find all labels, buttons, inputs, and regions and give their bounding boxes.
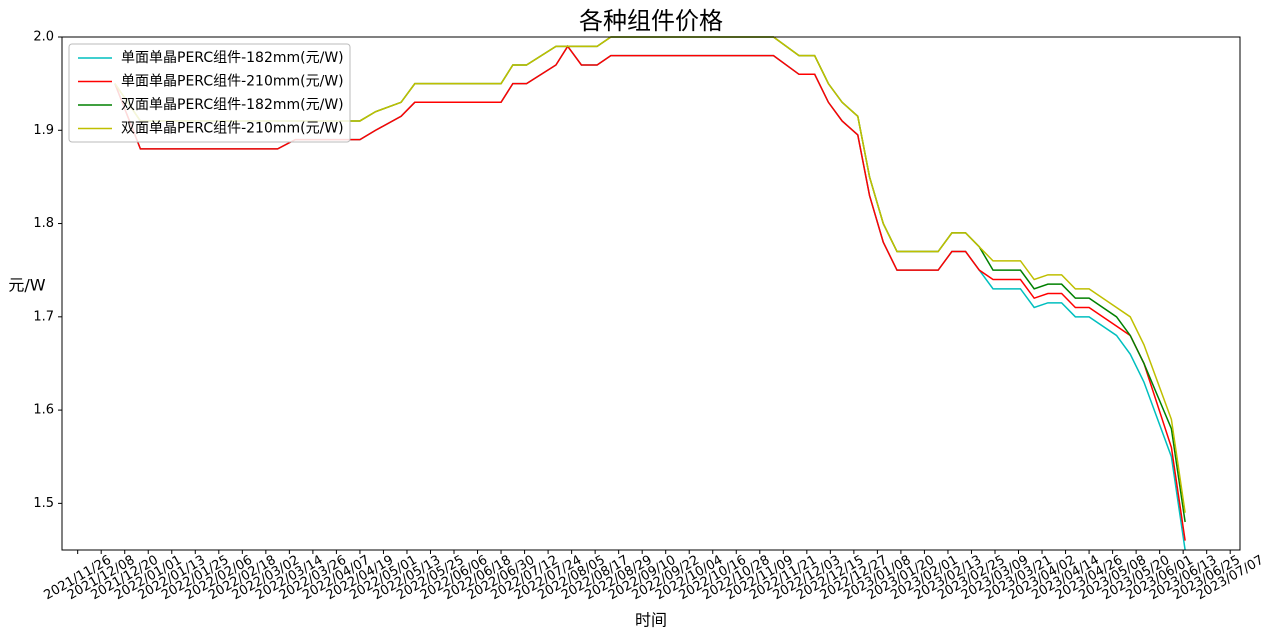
y-tick-label: 1.5 — [33, 496, 54, 511]
series-line — [114, 36, 1186, 513]
y-tick-label: 2.0 — [33, 30, 54, 45]
chart-title: 各种组件价格 — [579, 7, 723, 35]
plot-frame — [61, 36, 1241, 551]
legend-label: 单面单晶PERC组件-210mm(元/W) — [121, 74, 344, 90]
y-axis-label: 元/W — [8, 276, 45, 295]
legend-label: 单面单晶PERC组件-182mm(元/W) — [121, 50, 344, 66]
y-tick-label: 1.9 — [33, 123, 54, 138]
legend-box — [68, 43, 351, 143]
legend-label: 双面单晶PERC组件-182mm(元/W) — [121, 97, 344, 113]
y-tick-label: 1.8 — [33, 216, 54, 231]
legend-label: 双面单晶PERC组件-210mm(元/W) — [121, 121, 344, 137]
x-axis-label: 时间 — [635, 611, 667, 630]
y-tick-label: 1.7 — [33, 309, 54, 324]
series-line — [114, 44, 1186, 541]
y-tick-label: 1.6 — [33, 403, 54, 418]
